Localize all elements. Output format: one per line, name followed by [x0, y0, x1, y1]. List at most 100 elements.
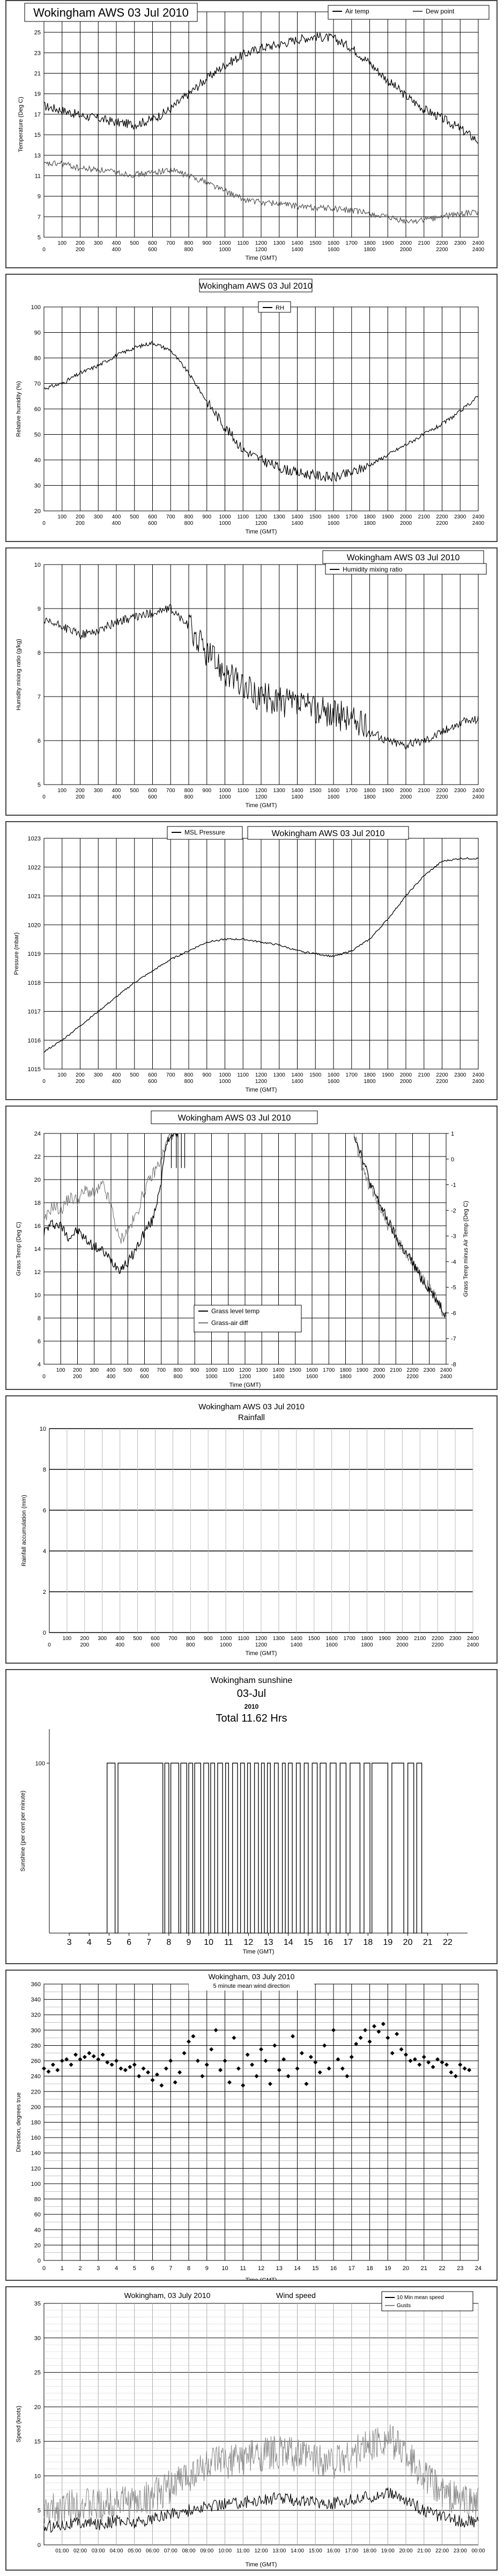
- x-tick-label: 400: [115, 1636, 124, 1642]
- x-tick-label: 1400: [291, 1636, 303, 1642]
- x-tick-label-alt: 1600: [328, 247, 340, 253]
- x-tick-label-alt: 2200: [436, 521, 448, 526]
- y-tick-label: 280: [31, 2043, 41, 2049]
- x-tick-label: 1100: [237, 788, 249, 794]
- x-tick-label-alt: 1400: [291, 794, 303, 800]
- y-tick-label: 100: [31, 304, 41, 311]
- title-box: [151, 1110, 318, 1124]
- wind-direction-point: [295, 2066, 300, 2071]
- x-tick-label: 100: [56, 1367, 65, 1373]
- wind-direction-point: [250, 2062, 255, 2067]
- y-tick-label: 90: [34, 330, 41, 336]
- x-tick-label-alt: 1800: [361, 1642, 373, 1648]
- x-tick-label-alt: 1800: [339, 1374, 352, 1380]
- x-tick-label: 2200: [432, 1636, 444, 1642]
- x-tick-label: 0: [42, 2265, 46, 2272]
- x-tick-label: 600: [148, 788, 157, 794]
- x-tick-label: 06:00: [146, 2548, 159, 2554]
- x-tick-label-alt: 1000: [220, 1642, 232, 1648]
- x-tick-label: 1900: [357, 1367, 369, 1373]
- wind-direction-point: [236, 2066, 241, 2071]
- wind-direction-point: [46, 2069, 51, 2074]
- x-tick-label: 1: [61, 2265, 64, 2272]
- y-tick-label: 23: [34, 50, 41, 56]
- series-line-pressure: [43, 857, 479, 1053]
- legend-entry: MSL Pressure: [184, 829, 225, 836]
- wind-direction-point: [299, 2051, 304, 2055]
- x-tick-label: 2000: [400, 1072, 412, 1078]
- x-tick-label: 900: [202, 240, 211, 246]
- y-tick-label: 60: [34, 2212, 41, 2218]
- x-tick-label: 600: [148, 1072, 157, 1078]
- x-tick-label: 500: [130, 514, 139, 520]
- y-tick-label: 11: [35, 173, 41, 179]
- wind-direction-point: [191, 2034, 196, 2039]
- wind-direction-point: [291, 2034, 295, 2039]
- wind-direction-point: [245, 2052, 250, 2057]
- y-tick-label: 200: [31, 2104, 41, 2111]
- wind-direction-point: [345, 2074, 350, 2079]
- x-tick-label: 17:00: [345, 2548, 358, 2554]
- chart-title: Wokingham AWS 03 Jul 2010: [272, 829, 385, 838]
- x-tick-label: 300: [90, 1367, 99, 1373]
- x-tick-label: 2100: [418, 1072, 431, 1078]
- y-tick-label: 100: [31, 2181, 41, 2187]
- x-tick-label-alt: 1600: [326, 1642, 338, 1648]
- y-tick-label: 24: [34, 1131, 41, 1137]
- x-tick-label: 03:00: [92, 2548, 105, 2554]
- x-tick-label: 2000: [396, 1636, 409, 1642]
- x-tick-label-alt: 1200: [255, 247, 268, 253]
- wind-direction-point: [195, 2059, 200, 2063]
- wind-direction-point: [358, 2036, 363, 2040]
- x-tick-label: 200: [76, 788, 85, 794]
- wind-direction-point: [123, 2068, 128, 2073]
- x-tick-label: 1700: [343, 1636, 355, 1642]
- legend-entry: RH: [276, 305, 284, 311]
- x-tick-label: 1800: [361, 1636, 373, 1642]
- x-tick-label-alt: 600: [151, 1642, 160, 1648]
- y-tick-label: 10: [40, 1426, 46, 1432]
- y-tick-label: 80: [34, 2197, 41, 2203]
- x-tick-label-alt: 1200: [239, 1374, 251, 1380]
- x-tick-label: 20: [403, 2265, 409, 2272]
- y-tick-label: 1023: [28, 836, 41, 842]
- x-tick-label: 2400: [472, 240, 485, 246]
- x-tick-label: 2100: [414, 1636, 426, 1642]
- y-tick-label: 140: [31, 2150, 41, 2157]
- legend-box: [328, 5, 490, 20]
- x-tick-label: 700: [166, 1072, 175, 1078]
- x-tick-label: 08:00: [182, 2548, 195, 2554]
- y-tick-label: 14: [34, 1246, 41, 1253]
- wind-direction-point: [349, 2054, 354, 2059]
- x-tick-label: 1800: [339, 1367, 352, 1373]
- x-tick-label: 800: [184, 1072, 194, 1078]
- wind-direction-point: [232, 2036, 236, 2040]
- x-tick-label-alt: 1000: [219, 794, 231, 800]
- x-tick-label: 14: [284, 1938, 293, 1947]
- x-tick-label-alt: 1200: [255, 1642, 268, 1648]
- wind-direction-point: [340, 2066, 345, 2071]
- x-tick-label: 1400: [291, 514, 303, 520]
- x-tick-label-alt: 2200: [406, 1374, 419, 1380]
- y-tick-label: 10: [34, 1292, 41, 1299]
- y-axis-label: Temperature (Deg C): [18, 97, 24, 152]
- wind-direction-point: [331, 2028, 336, 2032]
- humidity-chart-panel: 20 30 40 50 60 70 80 90 100 100 200 300 400 500 600 700…: [5, 274, 498, 542]
- x-tick-label: 1400: [291, 240, 303, 246]
- x-tick-label-alt: 2200: [436, 1079, 448, 1085]
- x-tick-label: 1300: [273, 240, 286, 246]
- x-tick-label: 13: [264, 1938, 273, 1947]
- wind-direction-point: [177, 2070, 182, 2075]
- x-axis-label: Time (GMT): [229, 1382, 261, 1388]
- wind-direction-point: [91, 2054, 96, 2059]
- y2-tick-label: -7: [451, 1336, 456, 1342]
- x-tick-label: 1100: [237, 514, 249, 520]
- x-tick-label-alt: 800: [186, 1642, 195, 1648]
- chart-subtitle: 03-Jul: [237, 1688, 266, 1700]
- y-tick-label: 100: [35, 1760, 45, 1767]
- y-tick-label: 120: [31, 2165, 41, 2172]
- chart-subtitle: 5 minute mean wind direction: [213, 1983, 290, 1989]
- wind-direction-point: [268, 2081, 272, 2086]
- x-tick-label-alt: 1400: [272, 1374, 285, 1380]
- x-tick-label: 1600: [328, 1072, 340, 1078]
